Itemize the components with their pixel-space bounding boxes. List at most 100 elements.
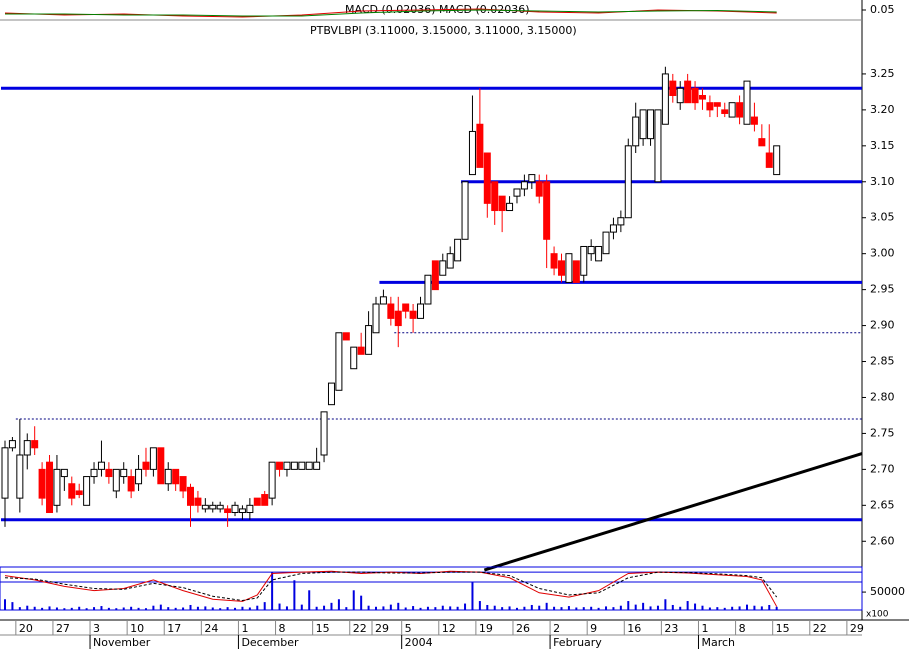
volume-bar (545, 602, 548, 610)
volume-bar (367, 605, 370, 610)
volume-bar (93, 607, 96, 610)
candle-body (313, 461, 321, 470)
candle-body (60, 468, 68, 478)
volume-bar (78, 606, 81, 610)
x-tick-label: 2 (553, 622, 560, 635)
volume-bar (234, 607, 237, 610)
x-tick-label: 16 (627, 622, 641, 635)
volume-bar (590, 606, 593, 610)
y-tick-label: 3.15 (870, 139, 895, 152)
candle-body (8, 440, 16, 449)
candle-body (268, 461, 276, 499)
volume-bar (649, 606, 652, 610)
candle-body (468, 130, 476, 176)
volume-bar (612, 607, 615, 610)
candle-body (654, 109, 662, 183)
candle-body (276, 461, 284, 470)
volume-bar (686, 601, 689, 610)
candle-body (572, 260, 580, 283)
volume-bar (619, 605, 622, 610)
volume-bar (738, 606, 741, 610)
candle-body (90, 468, 98, 478)
volume-bar (4, 599, 6, 610)
candle-body (684, 80, 692, 104)
candle-body (379, 296, 387, 305)
volume-bar (308, 590, 311, 610)
volume-bar (107, 607, 110, 610)
y-tick-label: 50000 (870, 585, 905, 598)
volume-bar (493, 605, 496, 610)
volume-bar (226, 607, 229, 610)
volume-bar (352, 590, 355, 610)
volume-bar (553, 606, 556, 610)
month-label: November (93, 636, 151, 649)
volume-bar (360, 595, 363, 610)
volume-bar (11, 602, 14, 610)
oscillator-line (4, 570, 778, 607)
volume-bar (605, 606, 608, 610)
volume-bar (256, 605, 259, 610)
candle-body (298, 461, 306, 470)
month-label: 2004 (405, 636, 433, 649)
x-tick-label: 24 (204, 622, 218, 635)
candle-body (402, 303, 410, 312)
volume-bar (404, 607, 407, 610)
candle-body (632, 116, 640, 147)
candle-body (1, 447, 9, 499)
volume-bar (760, 606, 763, 610)
volume-bar (55, 607, 58, 610)
x-tick-label: 5 (405, 622, 412, 635)
candle-body (736, 102, 744, 118)
candle-body (194, 497, 202, 506)
volume-bar (538, 605, 541, 610)
candle-body (558, 260, 565, 276)
candle-body (513, 188, 521, 197)
x-tick-label: 20 (19, 622, 33, 635)
y-tick-label: 2.65 (870, 498, 895, 511)
candle-body (105, 468, 113, 478)
volume-bar (708, 607, 711, 610)
volume-bar (196, 606, 199, 610)
volume-bar (486, 604, 489, 610)
candle-body (602, 231, 610, 255)
volume-bar (464, 603, 467, 610)
volume-bar (456, 606, 459, 610)
candle-body (587, 245, 595, 255)
volume-bar (144, 608, 147, 610)
candle-body (454, 238, 462, 262)
x-tick-label: 17 (167, 622, 181, 635)
volume-bar (753, 605, 756, 610)
volume-bar (382, 606, 385, 610)
candle-body (617, 217, 625, 226)
volume-bar (478, 601, 481, 610)
y-tick-label: 3.25 (870, 67, 895, 80)
volume-bar (293, 580, 296, 610)
volume-bar (567, 606, 570, 610)
volume-bar (746, 604, 748, 610)
volume-bar (315, 606, 318, 610)
volume-bar (122, 607, 125, 610)
x-tick-label: 9 (590, 622, 597, 635)
volume-bar (337, 599, 340, 610)
candle-body (417, 303, 425, 319)
volume-bar (419, 607, 422, 610)
volume-bar (768, 604, 771, 610)
candle-body (439, 260, 447, 276)
candle-body (142, 461, 150, 470)
candle-body (609, 224, 617, 233)
volume-bar (426, 606, 429, 610)
candle-body (750, 116, 758, 125)
candle-body (550, 253, 558, 269)
volume-bar (152, 605, 155, 610)
candle-body (342, 332, 350, 341)
volume-bar (634, 604, 637, 610)
lower-panel (0, 566, 863, 611)
candle-body (394, 310, 402, 327)
y-tick-label: 2.70 (870, 462, 895, 475)
volume-bar (85, 608, 88, 610)
candle-body (179, 476, 187, 492)
chart-title: PTBVLBPI (3.11000, 3.15000, 3.11000, 3.1… (310, 24, 577, 37)
candle-body (647, 109, 655, 140)
candle-body (565, 253, 573, 283)
volume-bar (241, 606, 244, 610)
